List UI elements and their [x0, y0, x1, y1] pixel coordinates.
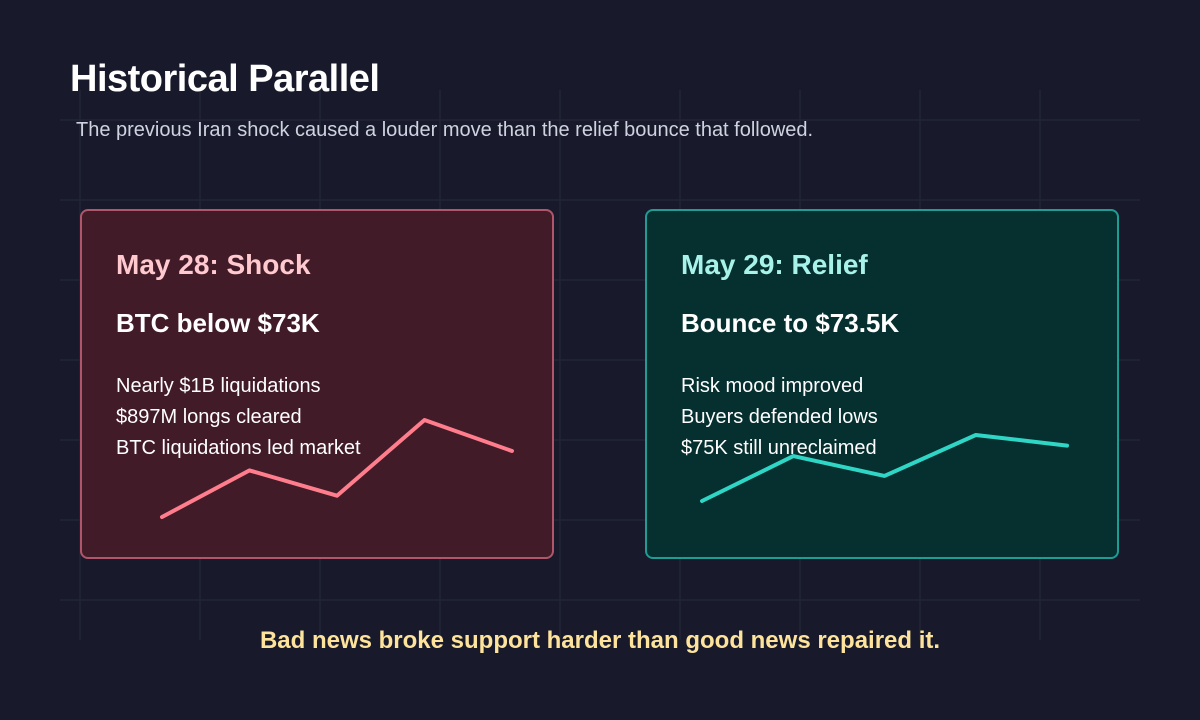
shock-card-point: BTC liquidations led market — [116, 437, 361, 459]
shock-card-heading: May 28: Shock — [116, 249, 311, 280]
relief-card-heading: May 29: Relief — [681, 249, 868, 280]
shock-card-points: Nearly $1B liquidations $897M longs clea… — [116, 371, 361, 464]
footer-takeaway: Bad news broke support harder than good … — [259, 627, 941, 654]
relief-card-point: Risk mood improved — [681, 375, 864, 397]
shock-card-headline: BTC below $73K — [116, 308, 320, 338]
relief-card-points: Risk mood improved Buyers defended lows … — [681, 371, 878, 464]
shock-card-point: Nearly $1B liquidations — [116, 375, 321, 397]
relief-card-point: Buyers defended lows — [681, 406, 878, 428]
relief-card-headline: Bounce to $73.5K — [681, 308, 900, 338]
shock-card: May 28: Shock BTC below $73K Nearly $1B … — [80, 209, 554, 559]
relief-card-point: $75K still unreclaimed — [681, 437, 877, 459]
shock-card-point: $897M longs cleared — [116, 406, 302, 428]
page-subtitle: The previous Iran shock caused a louder … — [76, 119, 814, 141]
relief-card: May 29: Relief Bounce to $73.5K Risk moo… — [645, 209, 1119, 559]
page-title: Historical Parallel — [70, 58, 380, 100]
